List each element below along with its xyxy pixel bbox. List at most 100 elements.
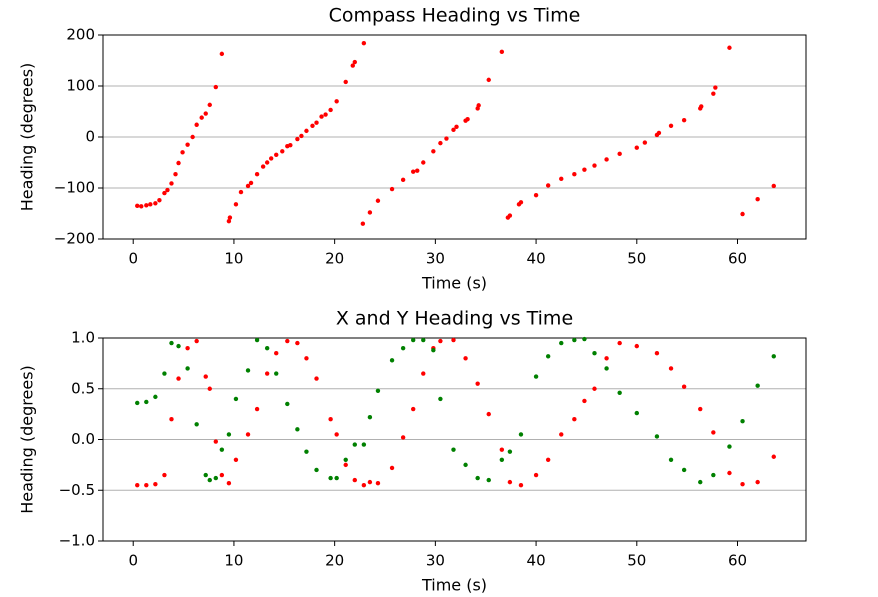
data-point — [343, 79, 348, 85]
data-point — [238, 189, 244, 195]
data-point — [274, 351, 279, 356]
data-point — [352, 477, 357, 483]
data-point — [328, 417, 333, 422]
data-point — [245, 432, 251, 437]
data-point — [233, 396, 239, 402]
data-point — [771, 354, 776, 359]
data-point — [582, 167, 587, 172]
data-point — [375, 480, 381, 486]
x-axis-label: Time (s) — [421, 274, 487, 293]
data-point — [389, 358, 395, 363]
data-point — [264, 371, 270, 376]
x-tick-label: 30 — [426, 250, 445, 268]
data-point — [203, 374, 208, 379]
data-point — [165, 187, 170, 193]
data-point — [400, 345, 406, 351]
data-point — [486, 477, 491, 483]
data-point — [727, 45, 732, 50]
y-tick-label: 100 — [66, 77, 95, 95]
data-point — [507, 449, 513, 454]
data-point — [415, 168, 420, 173]
data-point — [334, 475, 339, 481]
data-point — [219, 472, 225, 478]
data-point — [162, 472, 167, 478]
data-point — [486, 77, 491, 83]
data-point — [451, 337, 456, 343]
data-point — [162, 190, 167, 196]
y-tick-label: 0.5 — [71, 379, 95, 397]
data-point — [421, 371, 426, 376]
data-point — [176, 160, 181, 166]
data-point — [207, 386, 212, 391]
data-point — [711, 91, 716, 96]
axes-frame — [102, 337, 807, 542]
data-point — [592, 386, 597, 391]
y-tick-label: −200 — [54, 230, 95, 248]
data-point — [499, 49, 505, 55]
data-point — [465, 116, 470, 122]
data-point — [771, 183, 776, 189]
data-point — [268, 156, 274, 161]
data-point — [771, 454, 776, 459]
data-point — [572, 417, 577, 422]
x-tick-label: 50 — [627, 250, 646, 268]
data-point — [367, 210, 373, 215]
data-point — [310, 123, 315, 128]
data-point — [533, 374, 539, 379]
data-point — [451, 127, 456, 133]
data-point — [194, 338, 199, 344]
x-tick-label: 40 — [527, 250, 546, 268]
data-point — [185, 345, 190, 351]
data-point — [295, 340, 300, 346]
data-point — [285, 401, 290, 407]
y-tick-label: 0 — [85, 128, 95, 146]
data-point — [617, 340, 622, 346]
data-point — [592, 163, 597, 168]
data-point — [634, 145, 639, 150]
data-point — [176, 376, 181, 381]
data-point — [295, 136, 300, 142]
data-point — [654, 351, 660, 356]
data-point — [740, 211, 745, 217]
data-point — [226, 432, 232, 437]
data-point — [245, 368, 251, 373]
data-point — [213, 84, 219, 90]
data-point — [285, 338, 290, 344]
data-point — [173, 172, 178, 177]
data-point — [411, 337, 416, 343]
data-point — [328, 107, 333, 113]
data-point — [699, 104, 704, 109]
x-tick-label: 50 — [627, 552, 646, 570]
x-tick-label: 0 — [128, 250, 138, 268]
data-point — [280, 149, 285, 154]
data-point — [288, 142, 293, 148]
data-point — [314, 376, 319, 381]
data-point — [411, 406, 416, 412]
data-point — [698, 406, 703, 412]
data-point — [431, 149, 436, 154]
data-point — [668, 123, 674, 128]
data-point — [194, 122, 199, 127]
x-tick-label: 10 — [224, 250, 243, 268]
data-point — [572, 337, 577, 343]
data-point — [314, 120, 319, 125]
data-point — [213, 439, 219, 444]
data-point — [254, 172, 260, 177]
data-point — [367, 479, 373, 485]
y-tick-label: 1.0 — [71, 329, 95, 347]
data-point — [226, 480, 232, 486]
data-point — [438, 338, 443, 344]
data-point — [545, 183, 551, 188]
data-point — [153, 394, 158, 400]
data-point — [185, 142, 190, 147]
data-point — [203, 472, 208, 478]
data-point — [604, 366, 609, 371]
data-point — [304, 356, 309, 361]
x-tick-label: 40 — [527, 552, 546, 570]
data-point — [740, 481, 745, 487]
data-point — [507, 479, 513, 485]
data-point — [634, 410, 639, 416]
data-point — [389, 186, 395, 192]
data-point — [698, 479, 703, 485]
